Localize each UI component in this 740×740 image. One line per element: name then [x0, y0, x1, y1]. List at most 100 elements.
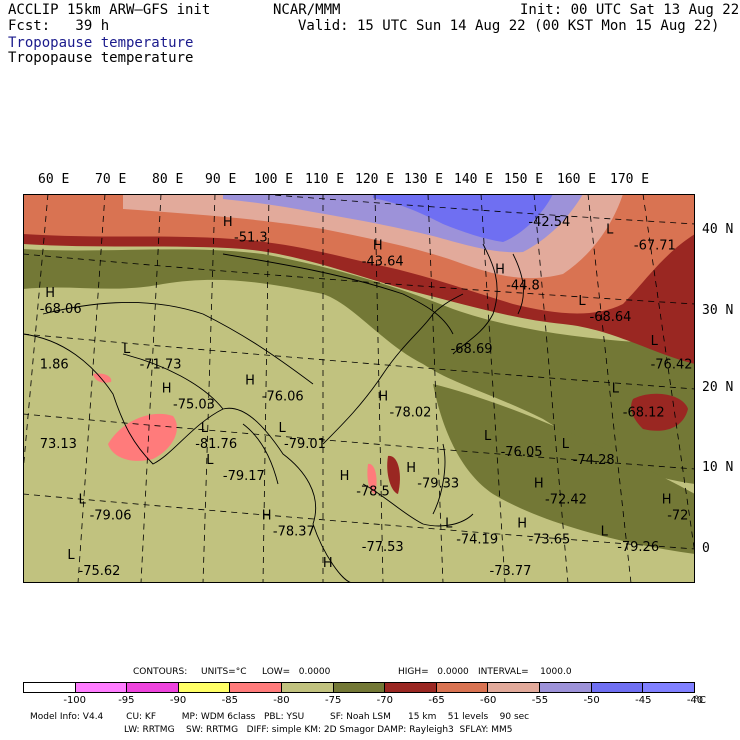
- extremum-value: -79.01: [284, 437, 326, 452]
- extremum-value: -76.42: [651, 358, 693, 373]
- lon-label: 80 E: [152, 172, 184, 187]
- colorbar-swatch: [643, 683, 694, 692]
- colorbar-tick: -60: [480, 695, 497, 706]
- extremum-value: -75.62: [79, 564, 121, 579]
- colorbar-tick: -45: [635, 695, 652, 706]
- units-label: UNITS=°C: [201, 667, 247, 677]
- extremum-value: -51.3: [234, 231, 268, 246]
- extremum-value: -81.76: [195, 437, 237, 452]
- extremum-value: -68.06: [40, 302, 82, 317]
- extremum-value: -79.26: [617, 540, 659, 555]
- extremum-value: -78.02: [390, 405, 432, 420]
- low-marker: L: [201, 421, 209, 436]
- high-marker: H: [340, 469, 350, 484]
- lon-label: 120 E: [355, 172, 395, 187]
- model-info-line-2: LW: RRTMG SW: RRTMG DIFF: simple KM: 2D …: [124, 725, 513, 735]
- extremum-value: -74.28: [573, 453, 615, 468]
- map-frame: [23, 194, 695, 583]
- high-marker: H: [162, 382, 172, 397]
- valid-time: Valid: 15 UTC Sun 14 Aug 22 (00 KST Mon …: [298, 18, 720, 34]
- extremum-value: 1.86: [40, 358, 69, 373]
- colorbar-tick: -75: [324, 695, 342, 706]
- low-label: LOW= 0.0000: [262, 667, 331, 677]
- field-label-primary: Tropopause temperature: [8, 35, 194, 51]
- model-title: ACCLIP 15km ARW–GFS init: [8, 2, 211, 18]
- colorbar-swatch: [488, 683, 541, 692]
- extremum-value: -79.17: [223, 469, 265, 484]
- low-marker: L: [562, 437, 570, 452]
- extremum-value: -76.06: [262, 389, 304, 404]
- colorbar-swatch: [127, 683, 179, 692]
- high-marker: H: [262, 509, 272, 524]
- high-marker: H: [495, 262, 505, 277]
- lat-label: 10 N: [702, 460, 734, 475]
- low-marker: L: [79, 493, 87, 508]
- extremum-value: -44.8: [506, 278, 540, 293]
- contours-label: CONTOURS:: [133, 667, 188, 677]
- colorbar-swatch: [75, 683, 128, 692]
- extremum-value: -75.03: [173, 397, 215, 412]
- low-marker: L: [601, 524, 609, 539]
- extremum-value: -78.37: [273, 524, 315, 539]
- high-marker: H: [373, 239, 383, 254]
- extremum-value: 73.13: [40, 437, 77, 452]
- lat-label: 20 N: [702, 380, 734, 395]
- low-marker: L: [612, 382, 620, 397]
- warm-patch-ph: [387, 455, 400, 494]
- high-marker: H: [245, 374, 255, 389]
- init-time: Init: 00 UTC Sat 13 Aug 22: [520, 2, 740, 18]
- band-70-65-east: [433, 384, 695, 554]
- coastlines: [23, 243, 524, 583]
- colorbar-swatch: [178, 683, 231, 692]
- tropopause-temperature-map: H-51.3H-43.64-42.54H-44.8L-67.71L-68.64H…: [23, 194, 695, 583]
- extremum-value: -67.71: [634, 239, 676, 254]
- high-marker: H: [517, 516, 527, 531]
- high-marker: H: [534, 477, 544, 492]
- colorbar: [23, 682, 695, 693]
- low-marker: L: [606, 223, 614, 238]
- cold-patch-ph: [367, 463, 377, 494]
- lon-label: 70 E: [95, 172, 127, 187]
- colorbar-tick: -90: [169, 695, 187, 706]
- lat-label: 30 N: [702, 303, 734, 318]
- high-marker: H: [45, 286, 55, 301]
- extremum-value: -76.05: [501, 445, 543, 460]
- lon-label: 130 E: [404, 172, 444, 187]
- low-marker: L: [651, 334, 659, 349]
- colorbar-swatch: [333, 683, 386, 692]
- colorbar-tick: -95: [118, 695, 135, 706]
- colorbar-tick: -100: [63, 695, 87, 706]
- colorbar-swatch: [385, 683, 437, 692]
- colorbar-swatch: [24, 683, 76, 692]
- extremum-value: -68.12: [623, 405, 665, 420]
- colorbar-unit: °C: [694, 695, 706, 706]
- low-marker: L: [445, 516, 453, 531]
- forecast-hour: Fcst: 39 h: [8, 18, 110, 34]
- warm-patch-east: [631, 393, 688, 431]
- high-marker: H: [406, 461, 416, 476]
- extremum-value: -72.42: [545, 493, 587, 508]
- cold-patch-small: [93, 373, 112, 383]
- lon-label: 150 E: [504, 172, 544, 187]
- lon-label: 100 E: [254, 172, 294, 187]
- high-marker: H: [378, 389, 388, 404]
- interval-label: INTERVAL= 1000.0: [478, 667, 572, 677]
- colorbar-swatch: [540, 683, 592, 692]
- extremum-value: -78.5: [356, 485, 390, 500]
- extremum-value: -79.06: [90, 509, 132, 524]
- extremum-value: -73.77: [490, 564, 532, 579]
- colorbar-swatch: [436, 683, 489, 692]
- colorbar-swatch: [591, 683, 644, 692]
- low-marker: L: [123, 342, 131, 357]
- colorbar-tick: -70: [376, 695, 394, 706]
- high-label: HIGH= 0.0000: [398, 667, 469, 677]
- lon-label: 90 E: [205, 172, 237, 187]
- extremum-value: -77.53: [362, 540, 404, 555]
- extremum-value: -74.19: [456, 532, 498, 547]
- colorbar-tick: -40: [686, 695, 704, 706]
- lat-label: 40 N: [702, 222, 734, 237]
- low-marker: L: [206, 453, 214, 468]
- low-marker: L: [279, 421, 287, 436]
- model-info-line-1: Model Info: V4.4 CU: KF MP: WDM 6class P…: [30, 712, 530, 722]
- colorbar-tick: -50: [583, 695, 600, 706]
